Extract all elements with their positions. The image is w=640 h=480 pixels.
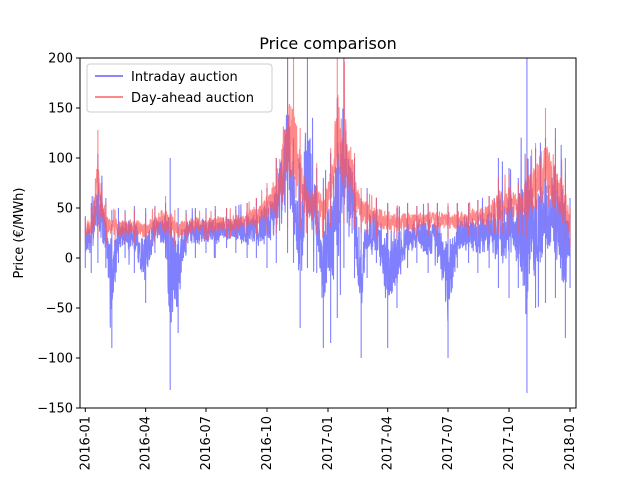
legend: Intraday auction Day-ahead auction [86,63,273,113]
y-axis-label: Price (€/MWh) [12,188,27,279]
legend-label-intraday: Intraday auction [131,70,238,85]
y-tick-label: 100 [48,152,73,167]
x-tick-label: 2017-07 [441,416,456,470]
x-tick-label: 2016-04 [139,416,154,470]
y-axis: 200 150 100 50 0 −50 −100 −150 [37,52,80,417]
series-line-day-ahead [84,58,571,248]
x-tick-label: 2017-10 [502,416,517,470]
y-tick-label: 0 [65,252,73,267]
x-tick-label: 2018-01 [563,416,578,470]
series-layer [84,58,571,393]
x-tick-label: 2016-01 [78,416,93,470]
y-tick-label: 50 [56,202,73,217]
legend-box [86,63,273,113]
x-tick-label: 2017-01 [321,416,336,470]
y-tick-label: −100 [37,352,73,367]
y-tick-label: −150 [37,402,73,417]
x-tick-label: 2016-07 [199,416,214,470]
y-tick-label: 150 [48,102,73,117]
x-axis: 2016-01 2016-04 2016-07 2016-10 2017-01 2017-… [78,408,578,470]
x-tick-label: 2017-04 [381,416,396,470]
x-tick-label: 2016-10 [260,416,275,470]
y-tick-label: −50 [46,302,73,317]
y-tick-label: 200 [48,52,73,67]
legend-label-day-ahead: Day-ahead auction [131,91,254,106]
chart-title: Price comparison [259,34,397,53]
